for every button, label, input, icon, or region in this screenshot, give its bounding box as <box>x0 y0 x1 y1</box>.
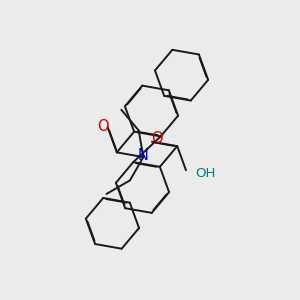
Text: N: N <box>138 148 149 163</box>
Text: O: O <box>97 119 109 134</box>
Text: OH: OH <box>195 167 215 180</box>
Text: O: O <box>151 131 162 146</box>
